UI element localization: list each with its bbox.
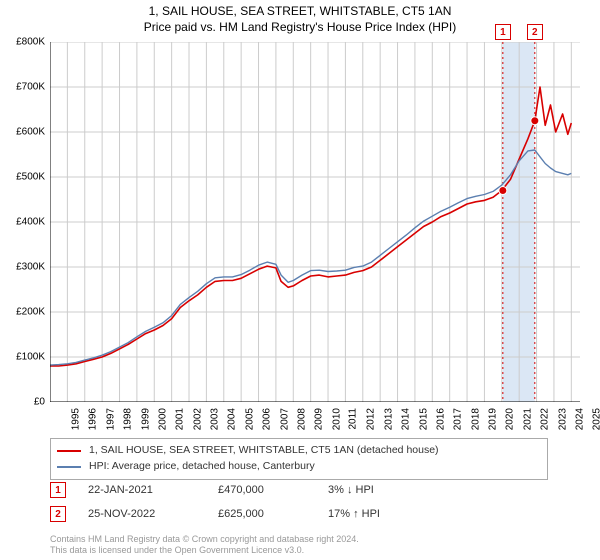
y-tick-label: £300K [0, 262, 45, 273]
x-tick-label: 1996 [88, 408, 99, 430]
x-tick-label: 1997 [105, 408, 116, 430]
legend-label: HPI: Average price, detached house, Cant… [89, 459, 315, 475]
footer-attribution: Contains HM Land Registry data © Crown c… [50, 534, 570, 557]
x-tick-label: 2008 [296, 408, 307, 430]
x-tick-label: 2017 [453, 408, 464, 430]
y-tick-label: £100K [0, 352, 45, 363]
sale-date: 25-NOV-2022 [88, 508, 218, 520]
legend: 1, SAIL HOUSE, SEA STREET, WHITSTABLE, C… [50, 438, 548, 480]
legend-label: 1, SAIL HOUSE, SEA STREET, WHITSTABLE, C… [89, 443, 439, 459]
sale-price: £470,000 [218, 484, 328, 496]
x-tick-label: 2023 [557, 408, 568, 430]
legend-item: HPI: Average price, detached house, Cant… [57, 459, 541, 475]
x-tick-label: 2006 [261, 408, 272, 430]
sale-marker-box: 1 [50, 482, 66, 498]
x-tick-label: 2012 [366, 408, 377, 430]
y-tick-label: £0 [0, 397, 45, 408]
legend-swatch [57, 450, 81, 452]
arrow-up-icon: ↑ [353, 508, 359, 520]
x-tick-label: 2016 [435, 408, 446, 430]
x-tick-label: 2009 [314, 408, 325, 430]
sale-marker-on-chart: 1 [495, 24, 511, 40]
x-tick-label: 2014 [400, 408, 411, 430]
x-tick-label: 2000 [157, 408, 168, 430]
arrow-down-icon: ↓ [347, 484, 353, 496]
x-tick-label: 2021 [522, 408, 533, 430]
y-tick-label: £200K [0, 307, 45, 318]
y-tick-label: £400K [0, 217, 45, 228]
legend-swatch [57, 466, 81, 468]
y-tick-label: £600K [0, 127, 45, 138]
sale-row: 1 22-JAN-2021 £470,000 3% ↓ HPI [50, 482, 570, 498]
chart-svg [50, 42, 580, 402]
x-tick-label: 2004 [227, 408, 238, 430]
x-tick-label: 2024 [574, 408, 585, 430]
sale-marker-box: 2 [50, 506, 66, 522]
sale-marker-on-chart: 2 [527, 24, 543, 40]
x-tick-label: 1998 [122, 408, 133, 430]
x-tick-label: 2025 [592, 408, 600, 430]
x-tick-label: 2022 [539, 408, 550, 430]
x-tick-label: 2007 [279, 408, 290, 430]
y-tick-label: £800K [0, 37, 45, 48]
x-tick-label: 1999 [140, 408, 151, 430]
sale-price: £625,000 [218, 508, 328, 520]
x-tick-label: 2020 [505, 408, 516, 430]
chart-title: 1, SAIL HOUSE, SEA STREET, WHITSTABLE, C… [0, 4, 600, 18]
chart-area: £0£100K£200K£300K£400K£500K£600K£700K£80… [50, 42, 580, 402]
x-tick-label: 2010 [331, 408, 342, 430]
x-tick-label: 2005 [244, 408, 255, 430]
x-tick-label: 2015 [418, 408, 429, 430]
x-tick-label: 2011 [348, 408, 359, 430]
legend-item: 1, SAIL HOUSE, SEA STREET, WHITSTABLE, C… [57, 443, 541, 459]
x-tick-label: 2019 [487, 408, 498, 430]
y-tick-label: £700K [0, 82, 45, 93]
x-tick-label: 2013 [383, 408, 394, 430]
x-tick-label: 2018 [470, 408, 481, 430]
sale-change: 17% ↑ HPI [328, 508, 448, 520]
x-tick-label: 2003 [209, 408, 220, 430]
sale-change: 3% ↓ HPI [328, 484, 448, 496]
y-tick-label: £500K [0, 172, 45, 183]
sale-date: 22-JAN-2021 [88, 484, 218, 496]
x-tick-label: 2002 [192, 408, 203, 430]
x-tick-label: 1995 [70, 408, 81, 430]
x-tick-label: 2001 [175, 408, 186, 430]
sale-row: 2 25-NOV-2022 £625,000 17% ↑ HPI [50, 506, 570, 522]
